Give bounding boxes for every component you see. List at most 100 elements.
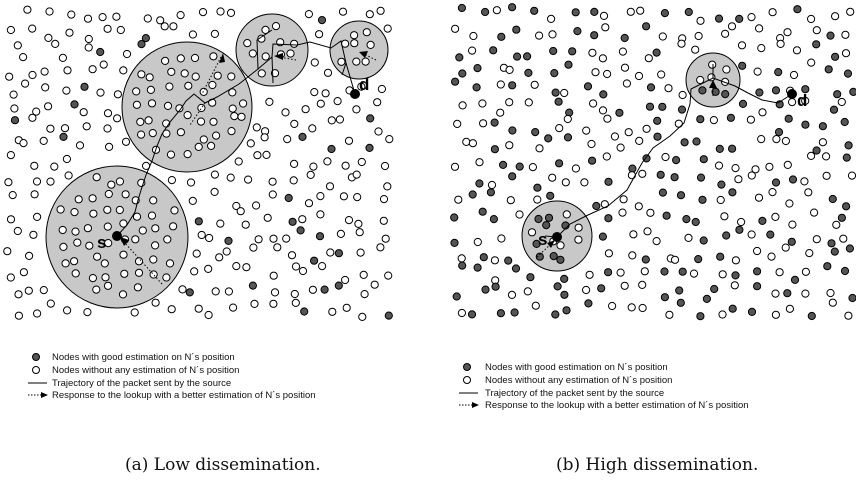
no-estimation-node [556,241,565,250]
no-estimation-node [209,52,218,61]
no-estimation-node [603,114,612,123]
no-estimation-node [253,151,262,160]
no-estimation-node [315,30,324,39]
no-estimation-node [747,13,756,22]
no-estimation-node [147,99,157,108]
inner-nodes-b [527,60,731,264]
no-estimation-node [354,219,363,228]
no-estimation-node [561,178,570,187]
good-estimation-node [544,134,553,143]
good-estimation-node [753,267,762,276]
no-estimation-node [226,8,236,17]
arrow-head [359,51,368,58]
no-estimation-node [30,161,39,170]
good-estimation-node [738,99,748,109]
no-estimation-node [212,131,221,140]
source-node [112,231,122,241]
no-estimation-node [6,273,15,282]
good-estimation-node [721,90,730,99]
no-estimation-node [781,136,791,146]
arrow-head [120,237,129,246]
no-estimation-node [737,41,747,50]
no-estimation-node [627,303,636,312]
good-estimation-node [511,264,521,273]
no-estimation-node [104,189,113,199]
legend-a: Nodes with good estimation on N´s positi… [28,352,316,401]
no-estimation-node [290,289,299,299]
good-estimation-node [711,87,720,96]
no-estimation-node [163,235,172,244]
lookup-area-circle [329,20,389,80]
no-estimation-node [50,162,59,171]
no-estimation-node [44,33,53,43]
packet-trajectory [116,40,356,237]
destination-label: d [797,91,807,110]
good-estimation-node [758,216,767,225]
no-estimation-node [242,263,251,272]
good-estimation-node [384,311,393,320]
no-estimation-node [383,24,392,33]
good-estimation-node [588,156,597,165]
no-estimation-node [89,209,98,218]
legend-trajectory-label: Trajectory of the packet sent by the sou… [52,378,231,389]
no-estimation-node [287,251,297,260]
good-estimation-node [790,275,800,284]
no-estimation-node [604,249,614,258]
legend-trajectory-label: Trajectory of the packet sent by the sou… [485,388,664,399]
no-estimation-node [789,70,799,80]
no-estimation-node [32,177,42,186]
no-estimation-node [194,142,203,151]
no-estimation-node [243,39,252,48]
no-estimation-node [812,235,821,244]
good-estimation-node [696,312,705,321]
no-estimation-node [591,68,600,77]
no-estimation-node [822,152,831,161]
no-estimation-node [839,234,848,243]
no-estimation-node [344,216,354,225]
no-estimation-node [188,196,197,205]
good-estimation-node [320,285,329,294]
no-estimation-node [262,150,271,159]
good-estimation-node [844,141,853,150]
good-estimation-node [451,77,460,86]
no-estimation-node [197,230,206,240]
good-estimation-node [728,188,737,197]
no-estimation-node [661,152,670,162]
no-estimation-node [627,171,637,180]
no-estimation-node [628,251,637,260]
good-estimation-node [694,255,703,264]
good-estimation-node [568,47,577,56]
scatter-nodes-a [3,5,394,321]
no-estimation-node [646,208,655,217]
no-estimation-node [563,114,572,124]
no-estimation-node [304,199,314,208]
good-estimation-node [532,239,541,248]
no-estimation-node [232,262,241,271]
no-estimation-node [548,30,557,39]
no-estimation-node [14,290,23,299]
good-estimation-node [842,153,851,162]
no-estimation-node [210,29,219,39]
no-estimation-node [254,235,263,244]
no-estimation-node [555,124,564,133]
no-estimation-node [6,25,15,35]
no-estimation-node [183,150,192,159]
good-estimation-node [658,188,668,197]
good-estimation-node [10,116,20,125]
no-estimation-node [63,306,72,315]
legend-response-label: Response to the lookup with a better est… [52,390,316,401]
no-estimation-node [41,83,50,92]
no-estimation-node [755,24,764,33]
no-estimation-node [801,289,810,298]
no-estimation-node [468,139,477,148]
good-estimation-node [300,307,309,316]
no-estimation-node [473,237,482,247]
no-estimation-node [100,259,109,268]
no-estimation-node [180,69,189,78]
no-estimation-node [151,224,160,233]
no-estimation-node [64,171,73,180]
no-estimation-node [138,226,147,235]
no-estimation-node [771,310,781,319]
no-estimation-node [531,301,540,310]
no-estimation-node [10,104,19,113]
